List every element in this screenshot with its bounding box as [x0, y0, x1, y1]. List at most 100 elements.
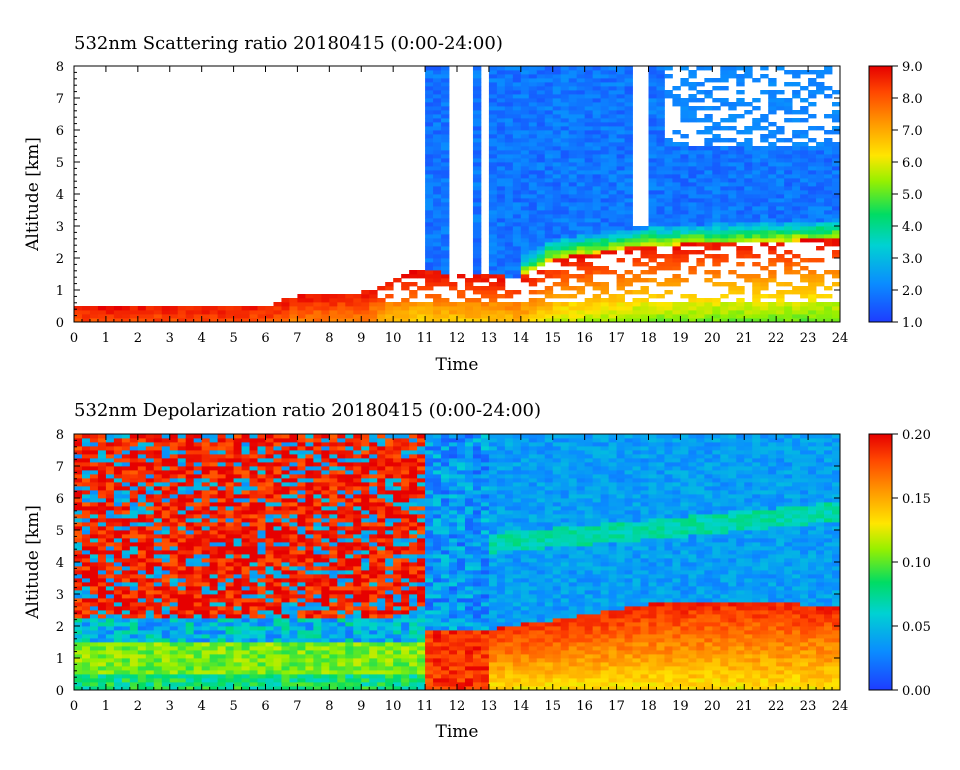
heatmap-cell — [552, 190, 562, 195]
heatmap-cell — [217, 686, 227, 691]
heatmap-cell — [81, 590, 91, 595]
heatmap-cell — [193, 534, 203, 539]
heatmap-cell — [105, 434, 115, 439]
heatmap-cell — [504, 250, 514, 255]
heatmap-cell — [97, 606, 107, 611]
heatmap-cell — [488, 90, 498, 95]
heatmap-cell — [504, 174, 514, 179]
heatmap-cell — [433, 142, 442, 147]
heatmap-cell — [672, 218, 681, 223]
heatmap-cell — [472, 162, 482, 167]
heatmap-cell — [433, 154, 442, 159]
heatmap-cell — [281, 454, 290, 459]
heatmap-cell — [616, 226, 625, 231]
heatmap-cell — [153, 674, 163, 679]
heatmap-cell — [608, 230, 617, 235]
heatmap-cell — [201, 314, 211, 319]
heatmap-cell — [249, 610, 258, 615]
heatmap-cell — [616, 306, 625, 311]
heatmap-cell — [808, 138, 817, 143]
heatmap-cell — [704, 118, 713, 123]
heatmap-cell — [680, 146, 689, 151]
heatmap-cell — [257, 638, 266, 643]
heatmap-cell — [656, 314, 665, 319]
heatmap-cell — [89, 646, 99, 651]
heatmap-cell — [161, 634, 171, 639]
heatmap-cell — [816, 162, 825, 167]
heatmap-cell — [600, 126, 610, 131]
heatmap-cell — [441, 270, 450, 275]
heatmap-cell — [137, 582, 147, 587]
heatmap-cell — [321, 670, 330, 675]
heatmap-cell — [552, 222, 562, 227]
heatmap-cell — [664, 254, 673, 259]
heatmap-cell — [728, 306, 737, 311]
heatmap-cell — [217, 558, 227, 563]
heatmap-cell — [241, 670, 250, 675]
heatmap-cell — [592, 298, 602, 303]
heatmap-cell — [225, 478, 234, 483]
heatmap-cell — [321, 470, 330, 475]
heatmap-cell — [265, 542, 274, 547]
heatmap-cell — [744, 146, 753, 151]
heatmap-cell — [89, 490, 99, 495]
heatmap-cell — [233, 642, 242, 647]
heatmap-cell — [305, 674, 314, 679]
heatmap-cell — [321, 486, 330, 491]
heatmap-cell — [97, 538, 107, 543]
heatmap-cell — [600, 142, 610, 147]
heatmap-cell — [89, 318, 99, 323]
heatmap-cell — [233, 658, 242, 663]
heatmap-cell — [313, 490, 322, 495]
heatmap-cell — [680, 202, 689, 207]
heatmap-cell — [512, 302, 522, 307]
heatmap-cell — [161, 550, 171, 555]
heatmap-cell — [792, 254, 801, 259]
heatmap-cell — [257, 554, 266, 559]
heatmap-cell — [648, 246, 657, 251]
heatmap-cell — [672, 198, 681, 203]
heatmap-cell — [97, 662, 107, 667]
heatmap-cell — [648, 186, 657, 191]
heatmap-cell — [129, 686, 139, 691]
heatmap-cell — [528, 238, 538, 243]
heatmap-cell — [289, 590, 298, 595]
heatmap-cell — [800, 318, 809, 323]
heatmap-cell — [233, 434, 242, 439]
heatmap-cell — [153, 502, 163, 507]
heatmap-cell — [688, 178, 697, 183]
heatmap-cell — [177, 314, 187, 319]
heatmap-cell — [552, 218, 562, 223]
heatmap-cell — [712, 190, 721, 195]
heatmap-cell — [425, 106, 434, 111]
heatmap-cell — [177, 494, 187, 499]
heatmap-cell — [74, 622, 83, 627]
heatmap-cell — [632, 318, 641, 323]
x-tick-label: 15 — [544, 331, 561, 346]
heatmap-cell — [169, 646, 179, 651]
heatmap-cell — [121, 318, 131, 323]
heatmap-cell — [648, 230, 657, 235]
heatmap-cell — [329, 646, 338, 651]
heatmap-cell — [89, 442, 99, 447]
heatmap-cell — [425, 154, 434, 159]
heatmap-cell — [536, 198, 546, 203]
heatmap-cell — [369, 294, 378, 299]
heatmap-cell — [648, 134, 657, 139]
heatmap-cell — [752, 298, 761, 303]
heatmap-cell — [233, 666, 242, 671]
heatmap-cell — [217, 534, 227, 539]
heatmap-cell — [496, 198, 506, 203]
heatmap-cell — [520, 206, 530, 211]
heatmap-cell — [209, 666, 219, 671]
heatmap-cell — [305, 470, 314, 475]
heatmap-cell — [225, 590, 234, 595]
heatmap-cell — [177, 638, 187, 643]
heatmap-cell — [568, 234, 578, 239]
heatmap-cell — [153, 658, 163, 663]
heatmap-cell — [249, 630, 258, 635]
heatmap-cell — [297, 614, 306, 619]
heatmap-cell — [616, 118, 625, 123]
heatmap-cell — [425, 94, 434, 99]
heatmap-cell — [353, 310, 362, 315]
